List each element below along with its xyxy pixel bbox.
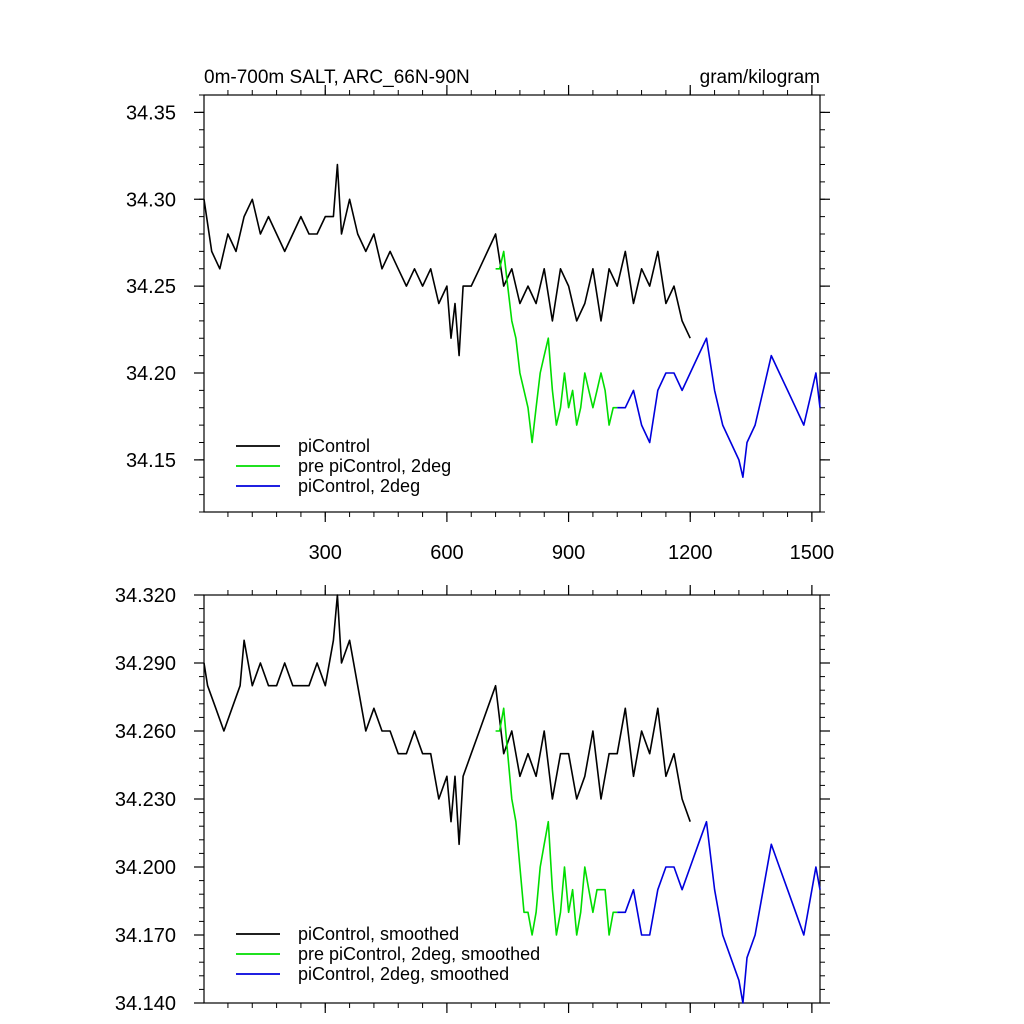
x-tick-label: 900 bbox=[552, 542, 585, 564]
legend-label: pre piControl, 2deg bbox=[298, 456, 451, 476]
y-tick-label: 34.230 bbox=[115, 789, 176, 811]
y-tick-label: 34.170 bbox=[115, 925, 176, 947]
top-salinity-panel: 0m-700m SALT, ARC_66N-90N gram/kilogram … bbox=[126, 67, 834, 564]
legend-label: piControl bbox=[298, 436, 370, 456]
plot-frame bbox=[203, 94, 821, 513]
chart-title: 0m-700m SALT, ARC_66N-90N bbox=[204, 67, 470, 88]
series-line bbox=[203, 594, 691, 846]
units-label: gram/kilogram bbox=[700, 67, 820, 88]
series-line bbox=[495, 707, 618, 936]
legend-label: piControl, 2deg, smoothed bbox=[298, 964, 509, 984]
x-tick-label: 1200 bbox=[668, 542, 713, 564]
y-tick-label: 34.140 bbox=[115, 993, 176, 1015]
x-tick-label: 1500 bbox=[790, 542, 835, 564]
series-line bbox=[617, 820, 821, 1004]
y-tick-label: 34.20 bbox=[126, 363, 176, 385]
y-tick-label: 34.200 bbox=[115, 857, 176, 879]
y-tick-label: 34.320 bbox=[115, 585, 176, 607]
y-tick-label: 34.290 bbox=[115, 653, 176, 675]
y-tick-label: 34.25 bbox=[126, 276, 176, 298]
x-tick-label: 300 bbox=[309, 542, 342, 564]
legend-label: pre piControl, 2deg, smoothed bbox=[298, 944, 540, 964]
y-tick-label: 34.30 bbox=[126, 189, 176, 211]
y-tick-label: 34.260 bbox=[115, 721, 176, 743]
series-line bbox=[617, 337, 821, 479]
series-line bbox=[495, 250, 618, 444]
y-tick-label: 34.35 bbox=[126, 102, 176, 124]
x-tick-label: 600 bbox=[430, 542, 463, 564]
legend-label: piControl, 2deg bbox=[298, 476, 420, 496]
series-line bbox=[203, 163, 691, 357]
bottom-smoothed-salinity-panel: 34.140 34.170 34.200 34.230 34.260 34.290 34.3… bbox=[115, 585, 830, 1015]
legend-label: piControl, smoothed bbox=[298, 924, 459, 944]
y-tick-label: 34.15 bbox=[126, 450, 176, 472]
